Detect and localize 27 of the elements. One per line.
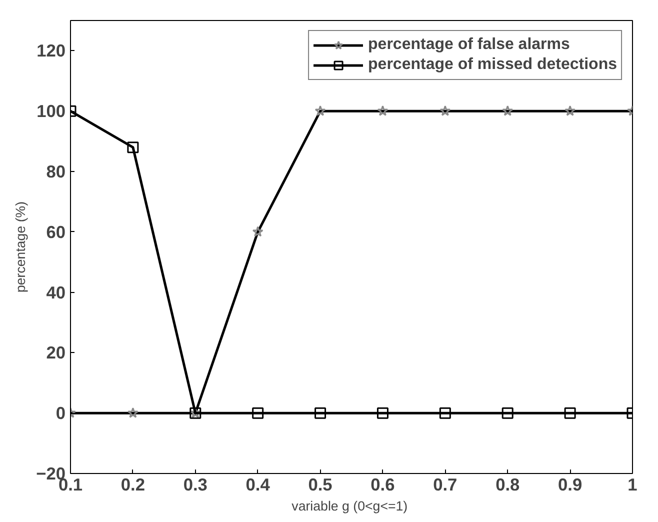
- x-tick-label: 0.5: [308, 474, 333, 494]
- y-tick-label: 80: [46, 162, 66, 182]
- point: [564, 407, 576, 419]
- x-tick-label: 0.8: [496, 474, 520, 494]
- point: [127, 142, 139, 154]
- point: [252, 407, 264, 419]
- x-tick-label: 0.2: [120, 474, 145, 494]
- point: [439, 407, 451, 419]
- x-tick-label: 0.9: [558, 474, 582, 494]
- y-tick-label: 120: [36, 40, 66, 61]
- x-axis-title: variable g (0<g<=1): [292, 498, 408, 514]
- x-tick-label: 0.7: [433, 474, 458, 494]
- legend-label: percentage of false alarms: [368, 36, 570, 54]
- y-axis-title: percentage (%): [13, 201, 28, 293]
- y-tick-label: 0: [56, 403, 66, 424]
- x-tick-label: 1: [628, 474, 638, 494]
- x-tick-label: 0.4: [246, 474, 270, 494]
- y-tick-label: 100: [36, 101, 66, 122]
- y-tick-label: 60: [46, 222, 66, 242]
- y-tick-label: 40: [46, 282, 66, 302]
- point: [502, 407, 514, 419]
- point: [314, 407, 326, 419]
- y-tick-label: 20: [46, 342, 66, 363]
- x-tick-label: 0.6: [370, 474, 396, 494]
- point: [376, 407, 388, 419]
- legend-label: percentage of missed detections: [368, 56, 617, 74]
- x-tick-label: 0.3: [183, 474, 208, 494]
